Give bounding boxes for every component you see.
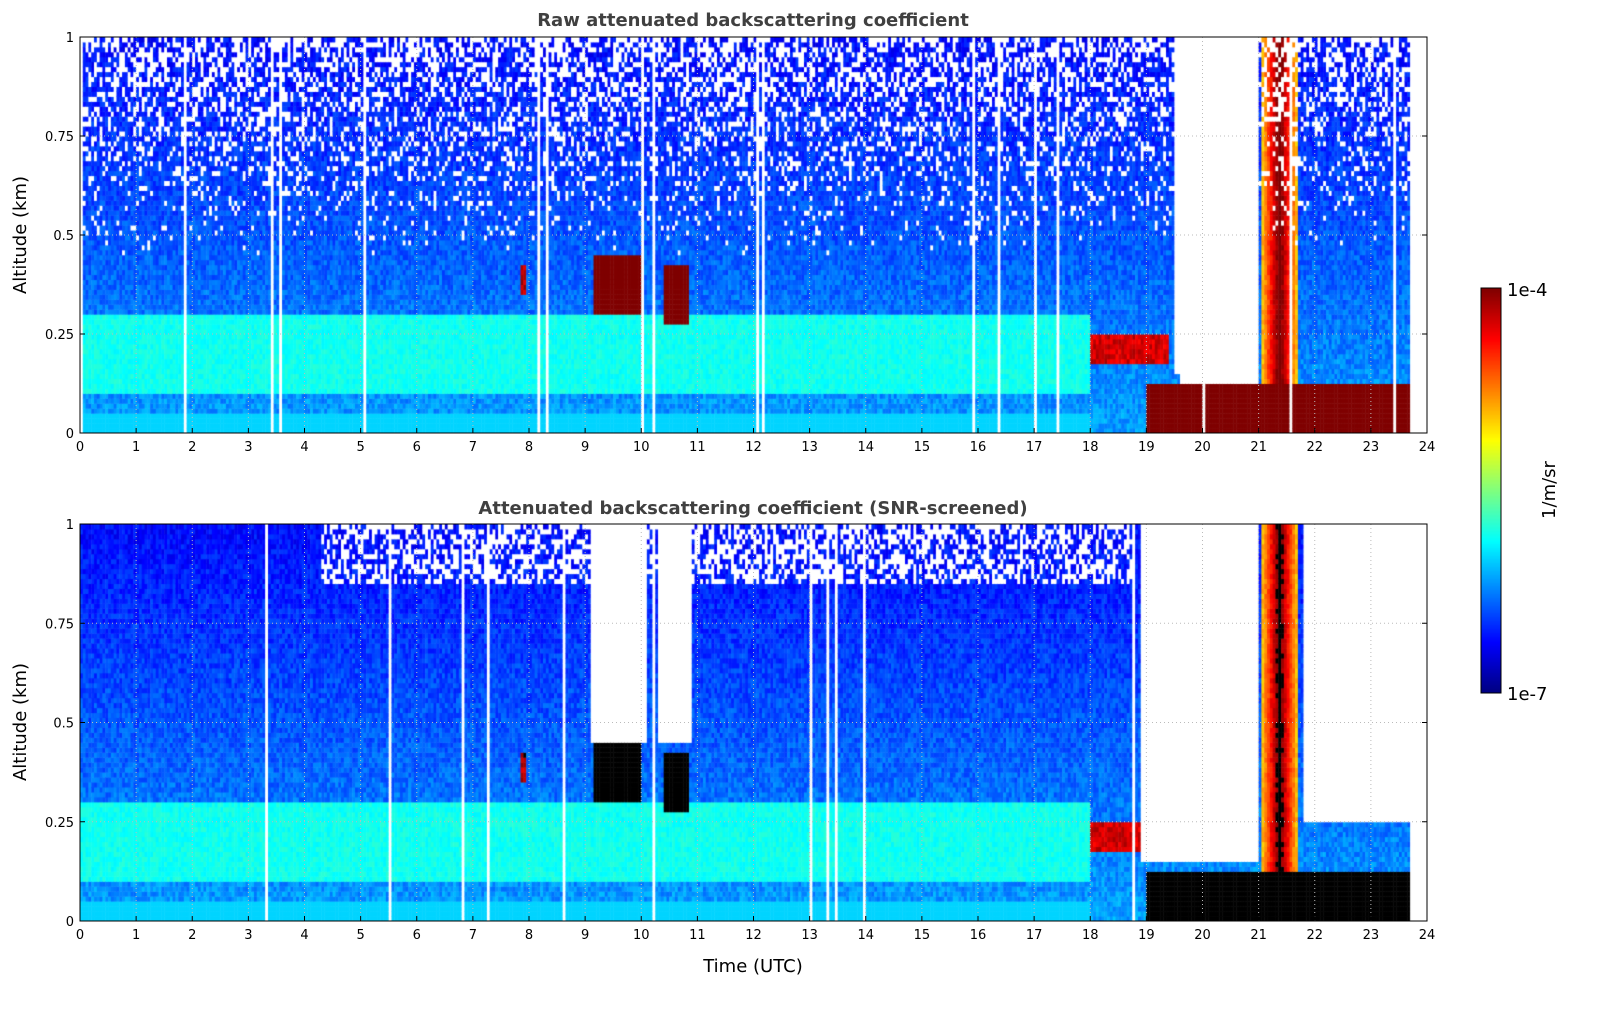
- x-tick-label: 18: [1082, 928, 1099, 943]
- y-tick-label: 0: [66, 915, 74, 930]
- x-tick-label: 8: [525, 440, 533, 455]
- x-tick-label: 16: [970, 440, 987, 455]
- x-tick-label: 5: [356, 928, 364, 943]
- y-tick-label: 1: [66, 31, 74, 46]
- y-tick-label: 0.25: [45, 816, 74, 831]
- y-tick-label: 0.5: [53, 229, 74, 244]
- title-raw: Raw attenuated backscattering coefficien…: [537, 10, 969, 31]
- x-tick-label: 1: [132, 928, 140, 943]
- y-tick-label: 0: [66, 427, 74, 442]
- x-tick-label: 24: [1419, 928, 1436, 943]
- x-tick-label: 12: [745, 440, 762, 455]
- x-tick-label: 15: [914, 928, 931, 943]
- y-tick-label: 0.25: [45, 328, 74, 343]
- y-tick-label: 0.5: [53, 717, 74, 732]
- x-tick-label: 23: [1363, 440, 1380, 455]
- title-screened: Attenuated backscattering coefficient (S…: [478, 498, 1027, 519]
- x-tick-label: 11: [689, 928, 706, 943]
- plot-frame: [79, 523, 1428, 922]
- x-tick-label: 20: [1194, 440, 1211, 455]
- x-tick-label: 12: [745, 928, 762, 943]
- y-tick-label: 0.75: [45, 617, 74, 632]
- x-tick-label: 18: [1082, 440, 1099, 455]
- x-tick-label: 14: [857, 440, 874, 455]
- x-tick-label: 21: [1250, 440, 1267, 455]
- x-tick-label: 22: [1306, 928, 1323, 943]
- x-tick-label: 19: [1138, 928, 1155, 943]
- colorbar-frame: [1480, 287, 1502, 694]
- y-tick-label: 0.75: [45, 130, 74, 145]
- x-tick-label: 10: [633, 440, 650, 455]
- ylabel-screened: Altitude (km): [10, 663, 31, 781]
- x-tick-label: 13: [801, 928, 818, 943]
- x-tick-label: 2: [188, 440, 196, 455]
- x-tick-label: 8: [525, 928, 533, 943]
- colorbar: [1481, 288, 1501, 693]
- x-tick-label: 3: [244, 928, 252, 943]
- colorbar-max-label: 1e-4: [1507, 280, 1547, 301]
- x-tick-label: 5: [356, 440, 364, 455]
- x-tick-label: 15: [914, 440, 931, 455]
- x-tick-label: 6: [413, 928, 421, 943]
- colorbar-label: 1/m/sr: [1539, 460, 1560, 518]
- x-tick-label: 11: [689, 440, 706, 455]
- y-tick-label: 1: [66, 518, 74, 533]
- x-tick-label: 9: [581, 928, 589, 943]
- x-tick-label: 7: [469, 440, 477, 455]
- x-tick-label: 0: [76, 928, 84, 943]
- x-tick-label: 13: [801, 440, 818, 455]
- x-tick-label: 17: [1026, 440, 1043, 455]
- x-tick-label: 9: [581, 440, 589, 455]
- x-tick-label: 23: [1363, 928, 1380, 943]
- plot-frame: [79, 36, 1428, 434]
- x-tick-label: 21: [1250, 928, 1267, 943]
- x-tick-label: 4: [300, 928, 308, 943]
- x-tick-label: 3: [244, 440, 252, 455]
- x-tick-label: 2: [188, 928, 196, 943]
- ylabel-raw: Altitude (km): [10, 176, 31, 294]
- colorbar-min-label: 1e-7: [1507, 684, 1547, 705]
- x-tick-label: 19: [1138, 440, 1155, 455]
- x-tick-label: 20: [1194, 928, 1211, 943]
- x-tick-label: 14: [857, 928, 874, 943]
- x-tick-label: 6: [413, 440, 421, 455]
- x-tick-label: 22: [1306, 440, 1323, 455]
- xlabel: Time (UTC): [702, 956, 803, 977]
- x-tick-label: 10: [633, 928, 650, 943]
- x-tick-label: 17: [1026, 928, 1043, 943]
- x-tick-label: 7: [469, 928, 477, 943]
- x-tick-label: 0: [76, 440, 84, 455]
- x-tick-label: 4: [300, 440, 308, 455]
- x-tick-label: 1: [132, 440, 140, 455]
- x-tick-label: 16: [970, 928, 987, 943]
- x-tick-label: 24: [1419, 440, 1436, 455]
